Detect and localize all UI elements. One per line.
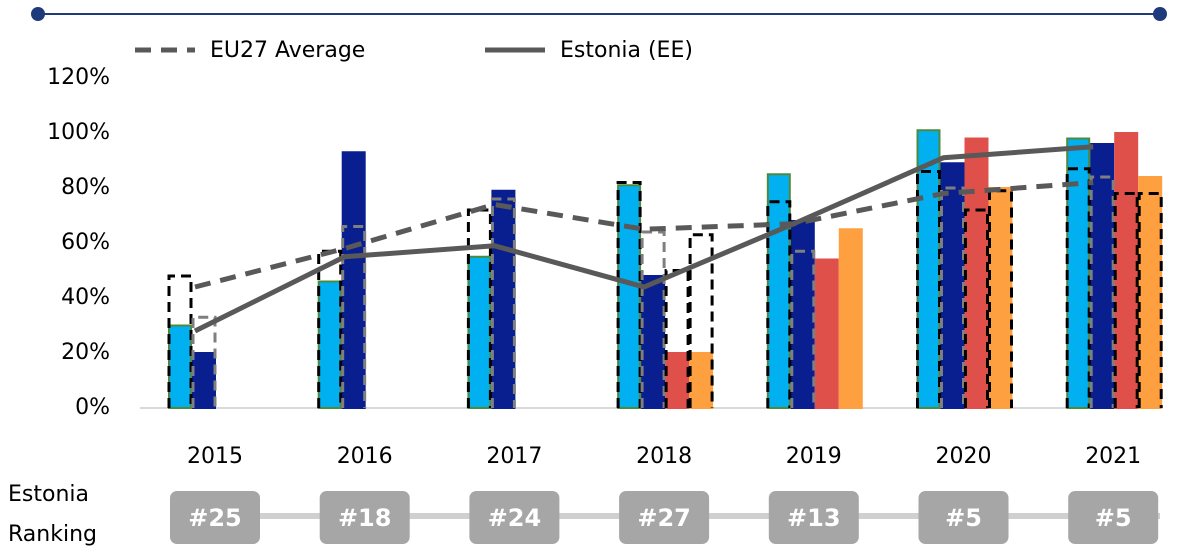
- ranking-value: #18: [338, 504, 392, 532]
- x-tick-label: 2018: [636, 444, 692, 469]
- ranking-value: #24: [488, 504, 542, 532]
- average-outline: [1137, 192, 1163, 408]
- bar: [491, 189, 516, 409]
- bar: [467, 255, 492, 409]
- legend-label: EU27 Average: [210, 38, 365, 63]
- bar: [838, 228, 863, 409]
- x-tick-label: 2015: [187, 444, 243, 469]
- bar: [665, 352, 690, 409]
- average-outline: [191, 315, 217, 408]
- average-outline: [688, 233, 714, 408]
- average-outline: [1089, 175, 1115, 408]
- average-outline: [916, 170, 941, 408]
- average-outline: [790, 249, 816, 408]
- ranking-value: #27: [637, 504, 691, 532]
- bar: [1066, 137, 1091, 409]
- x-tick-label: 2016: [337, 444, 393, 469]
- ranking-box: [469, 491, 560, 544]
- average-outline: [1065, 167, 1091, 408]
- bar: [814, 258, 839, 409]
- y-tick-label: 100%: [47, 120, 110, 145]
- y-tick-label: 80%: [61, 175, 110, 200]
- bar: [641, 275, 666, 409]
- rule-dot: [31, 7, 45, 21]
- ranking-label: Estonia: [8, 482, 89, 507]
- y-tick-label: 120%: [47, 65, 110, 90]
- ranking-box: [170, 491, 260, 544]
- bar: [1114, 132, 1139, 409]
- rule-dot: [1153, 7, 1167, 21]
- x-tick-label: 2021: [1085, 444, 1141, 469]
- ranking-label: Ranking: [8, 522, 97, 547]
- x-tick-label: 2019: [786, 444, 842, 469]
- legend-label: Estonia (EE): [560, 38, 693, 63]
- x-tick-label: 2017: [486, 444, 542, 469]
- ranking-value: #25: [188, 504, 242, 532]
- bar: [766, 173, 791, 409]
- ranking-box: [619, 491, 710, 544]
- line: [193, 144, 1094, 334]
- ranking-box: [319, 491, 410, 544]
- average-outline: [640, 230, 666, 408]
- bar: [988, 187, 1013, 409]
- y-tick-label: 0%: [75, 395, 110, 420]
- y-tick-label: 60%: [61, 230, 110, 255]
- bar: [341, 151, 366, 409]
- bar: [1090, 143, 1115, 409]
- average-outline: [167, 274, 193, 408]
- average-outline: [1113, 192, 1139, 408]
- y-tick-label: 20%: [61, 340, 110, 365]
- average-outline: [490, 197, 516, 408]
- ranking-box: [1068, 491, 1159, 544]
- y-tick-label: 40%: [61, 285, 110, 310]
- bar: [617, 184, 642, 409]
- bar: [689, 352, 714, 409]
- average-outline: [964, 208, 989, 408]
- bar: [1138, 176, 1163, 409]
- average-outline: [766, 200, 792, 408]
- bar: [964, 137, 989, 409]
- average-outline: [341, 225, 367, 408]
- ranking-box: [918, 491, 1009, 544]
- x-tick-label: 2020: [936, 444, 992, 469]
- ranking-value: #5: [945, 504, 982, 532]
- average-outline: [616, 181, 642, 408]
- bar: [168, 324, 192, 409]
- ranking-value: #5: [1095, 504, 1132, 532]
- ranking-value: #13: [787, 504, 841, 532]
- bar: [192, 352, 216, 409]
- bar: [790, 220, 815, 409]
- bar: [940, 162, 965, 409]
- line: [194, 180, 1094, 290]
- ranking-box: [768, 491, 859, 544]
- bar: [317, 280, 342, 409]
- average-outline: [940, 186, 965, 408]
